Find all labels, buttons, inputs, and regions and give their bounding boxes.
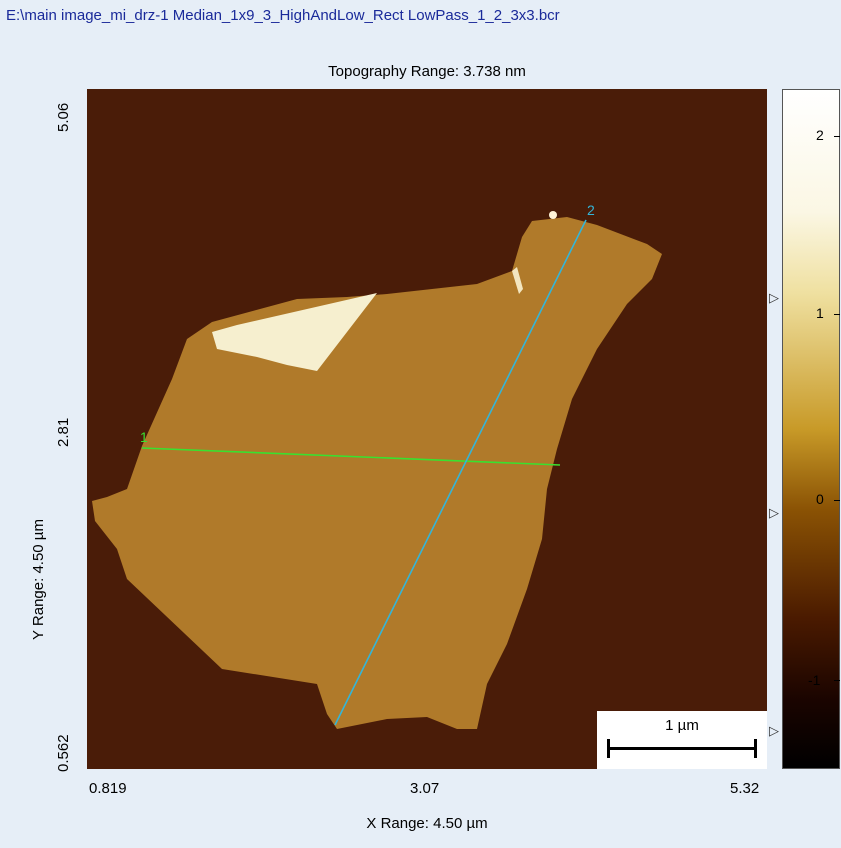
colorbar-tick-mark bbox=[834, 500, 840, 501]
colorbar-tick-mark bbox=[834, 314, 840, 315]
bright-spot bbox=[512, 267, 523, 294]
topography-image[interactable]: 1 2 1 µm bbox=[87, 89, 767, 769]
topography-svg: 1 2 bbox=[87, 89, 767, 769]
range-marker-icon[interactable]: ▷ bbox=[769, 723, 779, 738]
profile-label-2: 2 bbox=[587, 202, 595, 218]
profile-line-1[interactable] bbox=[141, 447, 561, 466]
image-title: Topography Range: 3.738 nm bbox=[328, 63, 526, 80]
scale-bar-label: 1 µm bbox=[665, 717, 699, 734]
y-tick-label: 0.562 bbox=[55, 734, 72, 772]
scale-bar-line bbox=[607, 739, 757, 758]
colorbar[interactable] bbox=[782, 89, 840, 769]
colorbar-tick-label: 1 bbox=[816, 305, 824, 321]
profile-label-1: 1 bbox=[140, 429, 148, 445]
y-axis-title: Y Range: 4.50 µm bbox=[30, 519, 47, 640]
bright-spot bbox=[549, 211, 557, 219]
colorbar-tick-mark bbox=[834, 680, 840, 681]
colorbar-tick-label: -1 bbox=[808, 672, 821, 688]
profile-line-2[interactable] bbox=[334, 219, 587, 726]
y-tick-label: 2.81 bbox=[55, 417, 72, 447]
bright-terrace bbox=[212, 293, 377, 371]
colorbar-tick-label: 0 bbox=[816, 491, 824, 507]
y-tick-label: 5.06 bbox=[55, 102, 72, 132]
colorbar-tick-label: 2 bbox=[816, 127, 824, 143]
range-marker-icon[interactable]: ▷ bbox=[769, 505, 779, 520]
x-axis-title: X Range: 4.50 µm bbox=[366, 815, 488, 832]
scale-bar: 1 µm bbox=[597, 711, 767, 769]
range-marker-icon[interactable]: ▷ bbox=[769, 290, 779, 305]
x-tick-label: 5.32 bbox=[730, 780, 760, 797]
window-title: E:\main image_mi_drz-1 Median_1x9_3_High… bbox=[6, 7, 560, 24]
x-tick-label: 3.07 bbox=[410, 780, 440, 797]
x-tick-label: 0.819 bbox=[89, 780, 127, 797]
colorbar-tick-mark bbox=[834, 136, 840, 137]
